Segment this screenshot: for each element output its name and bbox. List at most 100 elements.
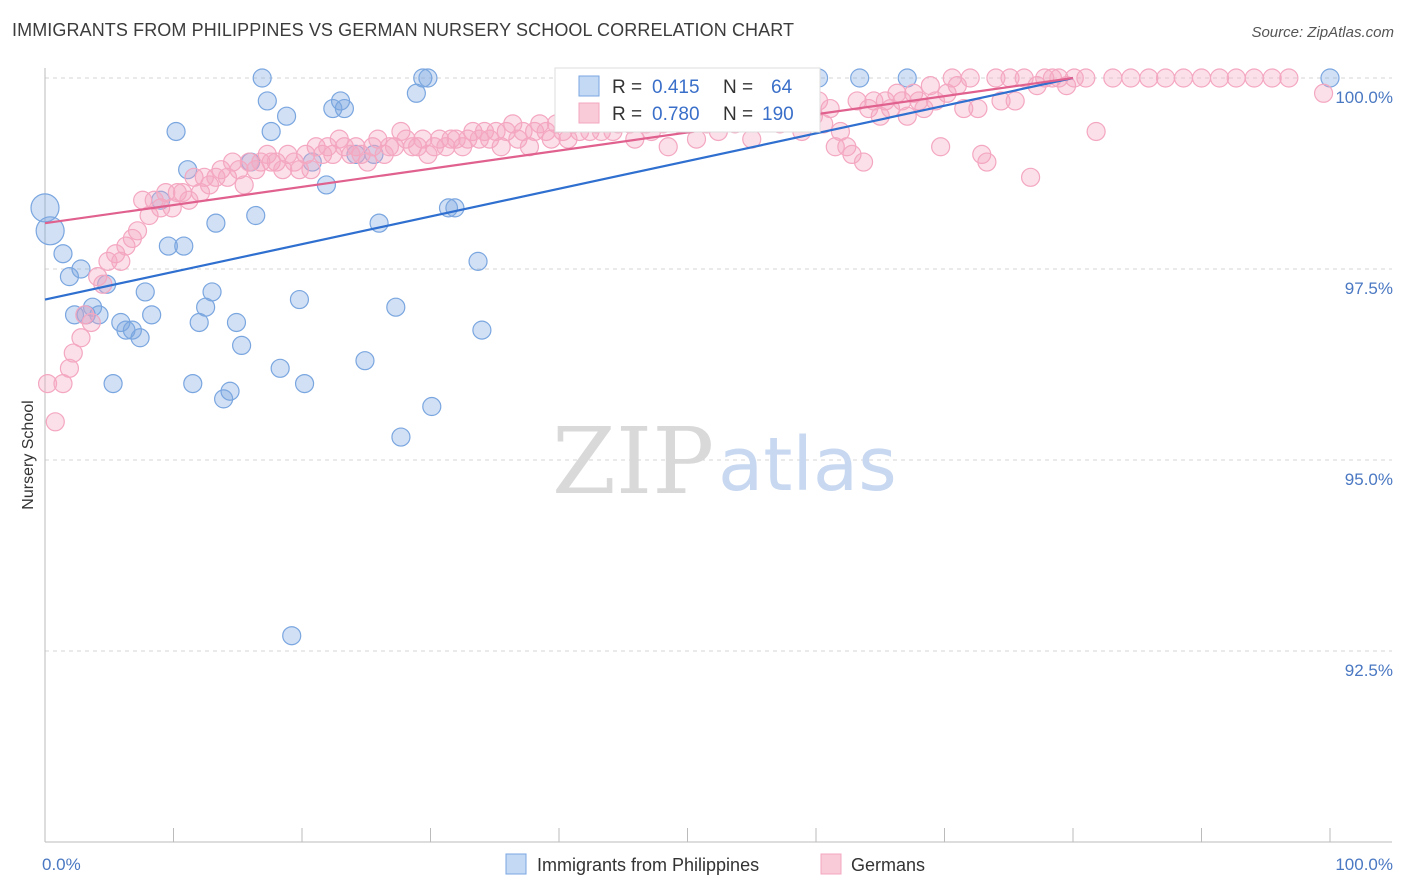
watermark-zip: ZIP (552, 408, 714, 515)
point-philippines-36 (270, 358, 290, 378)
point-philippines-22 (183, 374, 203, 394)
point-philippines-47 (355, 351, 375, 371)
point-philippines-53 (413, 68, 433, 88)
point-germans-89 (541, 129, 561, 149)
stats-swatch-blue (578, 75, 600, 97)
point-germans-140 (825, 137, 845, 157)
chart-title: IMMIGRANTS FROM PHILIPPINES VS GERMAN NU… (12, 20, 795, 40)
point-philippines-61 (850, 68, 870, 88)
point-germans-87 (530, 114, 550, 134)
stat-n-value-blue: 64 (771, 77, 793, 98)
point-philippines-57 (445, 198, 465, 218)
point-philippines-16 (142, 305, 162, 325)
point-germans-181 (1086, 121, 1106, 142)
point-germans-45 (296, 144, 316, 164)
point-germans-189 (1226, 68, 1246, 88)
point-germans-71 (441, 129, 461, 149)
watermark-atlas: atlas (718, 422, 897, 508)
point-germans-33 (229, 160, 249, 180)
point-germans-160 (937, 83, 957, 103)
point-germans-169 (991, 91, 1011, 111)
point-germans-35 (239, 152, 259, 172)
point-germans-183 (1121, 68, 1141, 88)
tick-labels: 100.0% 97.5% 95.0% 92.5% 0.0% 100.0% (42, 88, 1393, 874)
point-germans-39 (261, 152, 281, 172)
point-germans-110 (658, 137, 678, 157)
point-germans-1 (45, 412, 65, 432)
point-germans-72 (446, 129, 466, 149)
point-germans-67 (418, 144, 438, 164)
point-germans-21 (162, 198, 182, 218)
y-tick-label-1: 97.5% (1345, 279, 1393, 298)
point-philippines-19 (166, 121, 186, 142)
stat-r-value-blue: 0.415 (652, 77, 700, 98)
point-germans-159 (931, 137, 951, 157)
axes (44, 68, 1392, 843)
point-philippines-32 (246, 205, 266, 226)
y-tick-label-3: 92.5% (1345, 661, 1393, 680)
point-germans-184 (1139, 68, 1159, 88)
stat-n-label-blue: N = (723, 77, 753, 98)
point-germans-56 (357, 152, 378, 172)
point-germans-165 (968, 98, 988, 119)
stat-r-label-pink: R = (612, 104, 642, 125)
point-philippines-0 (30, 193, 60, 223)
point-germans-180 (1076, 68, 1096, 88)
point-germans-3 (59, 358, 80, 378)
point-philippines-51 (391, 427, 411, 447)
point-germans-167 (977, 152, 997, 172)
point-germans-188 (1209, 68, 1230, 88)
point-germans-190 (1244, 68, 1264, 88)
point-germans-64 (402, 137, 423, 157)
legend-label-philippines: Immigrants from Philippines (537, 855, 759, 875)
point-germans-28 (199, 175, 220, 195)
stat-r-label-blue: R = (612, 77, 642, 98)
point-philippines-5 (71, 259, 91, 279)
point-germans-139 (820, 98, 840, 119)
point-germans-79 (486, 121, 506, 142)
point-philippines-59 (472, 320, 492, 340)
point-philippines-15 (135, 282, 155, 302)
point-germans-4 (63, 343, 83, 363)
point-philippines-3 (59, 267, 80, 287)
trend-line-philippines (44, 76, 1074, 301)
point-philippines-27 (214, 389, 234, 409)
point-germans-55 (351, 144, 371, 164)
trend-line-germans (44, 76, 1074, 225)
stats-swatch-pink (578, 102, 600, 124)
point-philippines-7 (82, 297, 103, 317)
legend-label-germans: Germans (851, 855, 925, 875)
point-philippines-20 (174, 236, 194, 256)
point-philippines-34 (257, 91, 277, 111)
series-philippines-points (30, 68, 1340, 646)
point-germans-171 (1005, 91, 1025, 111)
x-tick-label-left: 0.0% (42, 855, 81, 874)
point-philippines-30 (232, 335, 252, 355)
point-germans-34 (234, 175, 254, 195)
legend: Immigrants from Philippines Germans (505, 853, 925, 875)
point-philippines-43 (323, 98, 343, 119)
y-tick-label-0: 100.0% (1335, 88, 1393, 107)
point-germans-145 (853, 152, 874, 172)
point-germans-193 (1313, 83, 1334, 103)
point-philippines-50 (386, 297, 406, 317)
point-germans-173 (1020, 167, 1041, 187)
point-germans-47 (306, 137, 326, 157)
point-germans-192 (1279, 68, 1299, 88)
point-germans-168 (986, 68, 1006, 88)
y-axis-label: Nursery School (20, 400, 37, 509)
point-germans-78 (480, 129, 500, 149)
point-germans-187 (1191, 68, 1212, 88)
point-germans-46 (301, 160, 321, 180)
point-germans-186 (1173, 68, 1194, 88)
stat-r-value-pink: 0.780 (652, 104, 700, 125)
point-philippines-58 (468, 251, 488, 271)
point-germans-143 (842, 144, 862, 164)
point-germans-15 (127, 221, 148, 241)
point-philippines-1 (35, 216, 65, 246)
point-germans-0 (37, 374, 58, 394)
point-germans-75 (463, 121, 483, 142)
point-germans-81 (496, 121, 516, 142)
point-philippines-55 (422, 396, 442, 417)
